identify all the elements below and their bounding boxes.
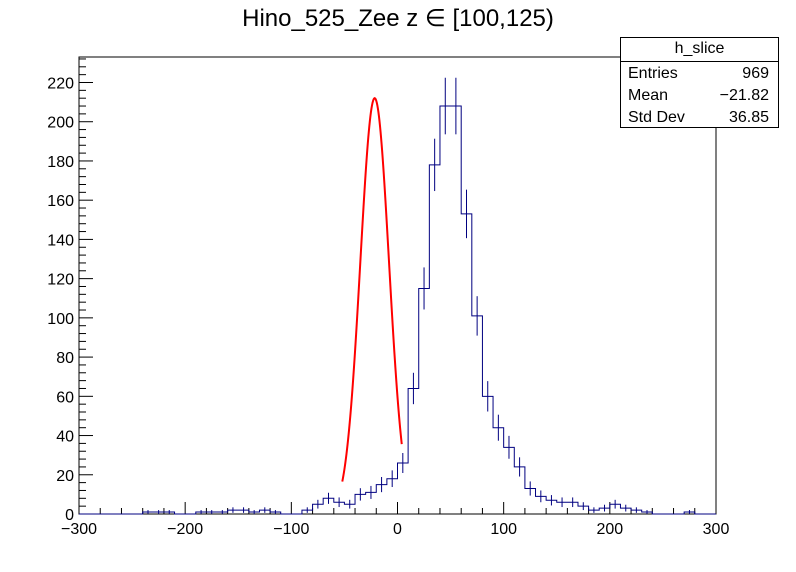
stats-label: Entries: [628, 65, 678, 82]
y-tick-label: 100: [47, 311, 74, 328]
y-tick-label: 20: [56, 468, 74, 485]
fit-curve: [341, 97, 403, 482]
stats-label: Std Dev: [628, 109, 685, 126]
histogram-series: [79, 77, 716, 515]
y-tick-label: 120: [47, 272, 74, 289]
stats-row-entries: Entries 969: [621, 62, 778, 84]
stats-title: h_slice: [621, 38, 778, 62]
tick-labels: −300 −200 −100 0 100 200 300 0 20 40 60 80 100 120 140…: [47, 75, 729, 538]
y-tick-label: 200: [47, 115, 74, 132]
x-tick-label: 0: [393, 521, 402, 538]
stats-value: 36.85: [728, 109, 769, 126]
y-tick-label: 140: [47, 232, 74, 249]
x-tick-label: −300: [61, 521, 97, 538]
y-tick-label: 220: [47, 75, 74, 92]
histogram-steps: [79, 105, 716, 515]
y-tick-label: 180: [47, 154, 74, 171]
axis-ticks: [78, 58, 717, 515]
x-tick-label: 200: [596, 521, 623, 538]
chart-title: Hino_525_Zee z ∈ [100,125): [242, 5, 554, 32]
x-tick-label: 100: [490, 521, 517, 538]
y-tick-label: 80: [56, 350, 74, 367]
x-tick-label: 300: [703, 521, 730, 538]
y-tick-label: 40: [56, 429, 74, 446]
stats-value: 969: [742, 65, 769, 82]
y-tick-label: 160: [47, 193, 74, 210]
stats-row-stddev: Std Dev 36.85: [621, 106, 778, 128]
x-tick-label: −200: [167, 521, 203, 538]
gaussian-fit: [341, 97, 403, 482]
stats-row-mean: Mean −21.82: [621, 84, 778, 106]
y-tick-label: 0: [65, 507, 74, 524]
stats-value: −21.82: [719, 87, 769, 104]
stats-label: Mean: [628, 87, 669, 104]
y-tick-label: 60: [56, 389, 74, 406]
x-tick-label: −100: [273, 521, 309, 538]
stats-box: h_slice Entries 969 Mean −21.82 Std Dev …: [620, 37, 779, 128]
